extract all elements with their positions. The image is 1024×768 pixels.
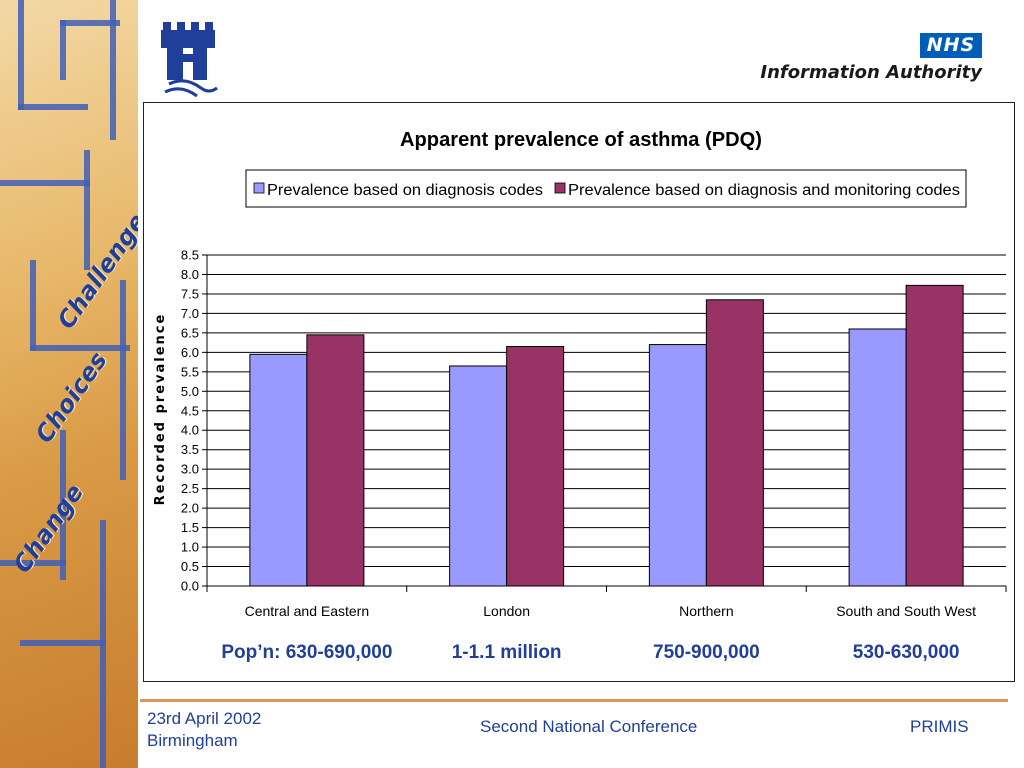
y-tick-label: 7.5 bbox=[181, 286, 199, 301]
y-tick-label: 4.0 bbox=[181, 423, 199, 438]
footer-org: PRIMIS bbox=[910, 717, 969, 736]
bar-1-3 bbox=[648, 344, 707, 587]
chart-title: Apparent prevalence of asthma (PDQ) bbox=[400, 129, 762, 151]
x-tick-label: London bbox=[483, 603, 530, 619]
population-label: Pop’n: 630-690,000 bbox=[221, 642, 392, 663]
information-authority-label: Information Authority bbox=[760, 62, 982, 83]
bar-2-3 bbox=[705, 299, 764, 587]
y-tick-label: 8.5 bbox=[181, 248, 199, 263]
legend-label-series-2: Prevalence based on diagnosis and monito… bbox=[568, 182, 960, 199]
x-tick-label: Northern bbox=[679, 603, 733, 619]
y-tick-label: 5.0 bbox=[181, 384, 199, 399]
y-tick-label: 6.0 bbox=[181, 345, 199, 360]
legend-label-series-1: Prevalence based on diagnosis codes bbox=[267, 182, 543, 199]
y-tick-label: 2.5 bbox=[181, 481, 199, 496]
footer-conference: Second National Conference bbox=[480, 717, 698, 736]
chart-frame: Apparent prevalence of asthma (PDQ) Prev… bbox=[143, 102, 1015, 682]
y-tick-label: 3.5 bbox=[181, 442, 199, 457]
y-tick-label: 0.0 bbox=[181, 579, 199, 594]
university-crest-logo bbox=[161, 22, 218, 98]
population-label: 750-900,000 bbox=[653, 642, 760, 663]
y-tick-label: 3.0 bbox=[181, 462, 199, 477]
bar-2-2 bbox=[506, 346, 565, 587]
nhs-logo: NHS bbox=[920, 33, 982, 58]
y-tick-label: 8.0 bbox=[181, 267, 199, 282]
y-axis-label: Recorded prevalence bbox=[153, 313, 168, 506]
bar-2-4 bbox=[905, 284, 964, 587]
y-tick-label: 7.0 bbox=[181, 306, 199, 321]
y-tick-label: 4.5 bbox=[181, 403, 199, 418]
bar-1-4 bbox=[848, 328, 907, 587]
footer-divider bbox=[140, 699, 1008, 702]
decorative-maze-art: Challenge Choices Change bbox=[0, 0, 138, 768]
y-tick-label: 1.5 bbox=[181, 520, 199, 535]
y-tick-label: 5.5 bbox=[181, 364, 199, 379]
y-tick-label: 2.0 bbox=[181, 501, 199, 516]
x-tick-label: Central and Eastern bbox=[245, 603, 370, 619]
population-label: 1-1.1 million bbox=[452, 642, 562, 663]
legend-box bbox=[245, 169, 967, 208]
y-tick-label: 1.0 bbox=[181, 540, 199, 555]
footer-date: 23rd April 2002 bbox=[147, 709, 262, 728]
y-tick-label: 6.5 bbox=[181, 325, 199, 340]
legend-swatch-series-1 bbox=[253, 182, 265, 194]
population-label: 530-630,000 bbox=[853, 642, 960, 663]
y-tick-label: 0.5 bbox=[181, 559, 199, 574]
footer-place: Birmingham bbox=[147, 731, 238, 750]
footer-date-location: 23rd April 2002 Birmingham bbox=[147, 708, 261, 752]
bar-1-2 bbox=[449, 365, 508, 587]
legend-swatch-series-2 bbox=[554, 182, 566, 194]
x-tick-label: South and South West bbox=[836, 603, 976, 619]
bar-chart: Apparent prevalence of asthma (PDQ) Prev… bbox=[153, 129, 1007, 663]
bar-2-1 bbox=[306, 334, 365, 587]
legend: Prevalence based on diagnosis codes Prev… bbox=[245, 169, 967, 208]
bar-1-1 bbox=[249, 353, 308, 587]
art-word-choices: Choices bbox=[30, 346, 113, 449]
